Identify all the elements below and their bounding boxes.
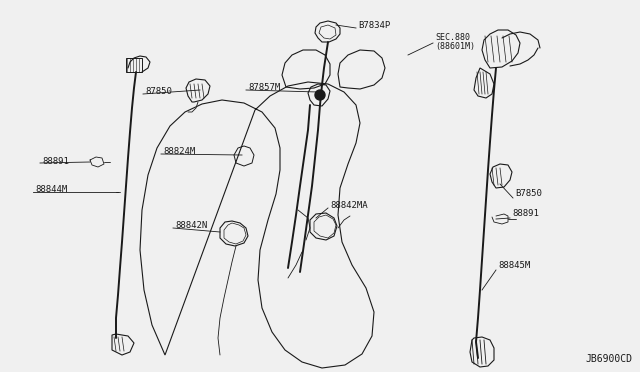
Text: 88891: 88891 <box>42 157 69 166</box>
Text: 87857M: 87857M <box>248 83 280 93</box>
Text: 88842N: 88842N <box>175 221 207 231</box>
Circle shape <box>315 90 325 100</box>
Text: (88601M): (88601M) <box>435 42 475 51</box>
Text: 88845M: 88845M <box>498 262 531 270</box>
Text: 88824M: 88824M <box>163 148 195 157</box>
Text: B7850: B7850 <box>515 189 542 199</box>
Text: JB6900CD: JB6900CD <box>585 354 632 364</box>
Text: SEC.880: SEC.880 <box>435 32 470 42</box>
Text: 88844M: 88844M <box>35 186 67 195</box>
Text: 88891: 88891 <box>512 209 539 218</box>
Text: 88842MA: 88842MA <box>330 202 367 211</box>
Text: B7834P: B7834P <box>358 22 390 31</box>
Text: 87850: 87850 <box>145 87 172 96</box>
